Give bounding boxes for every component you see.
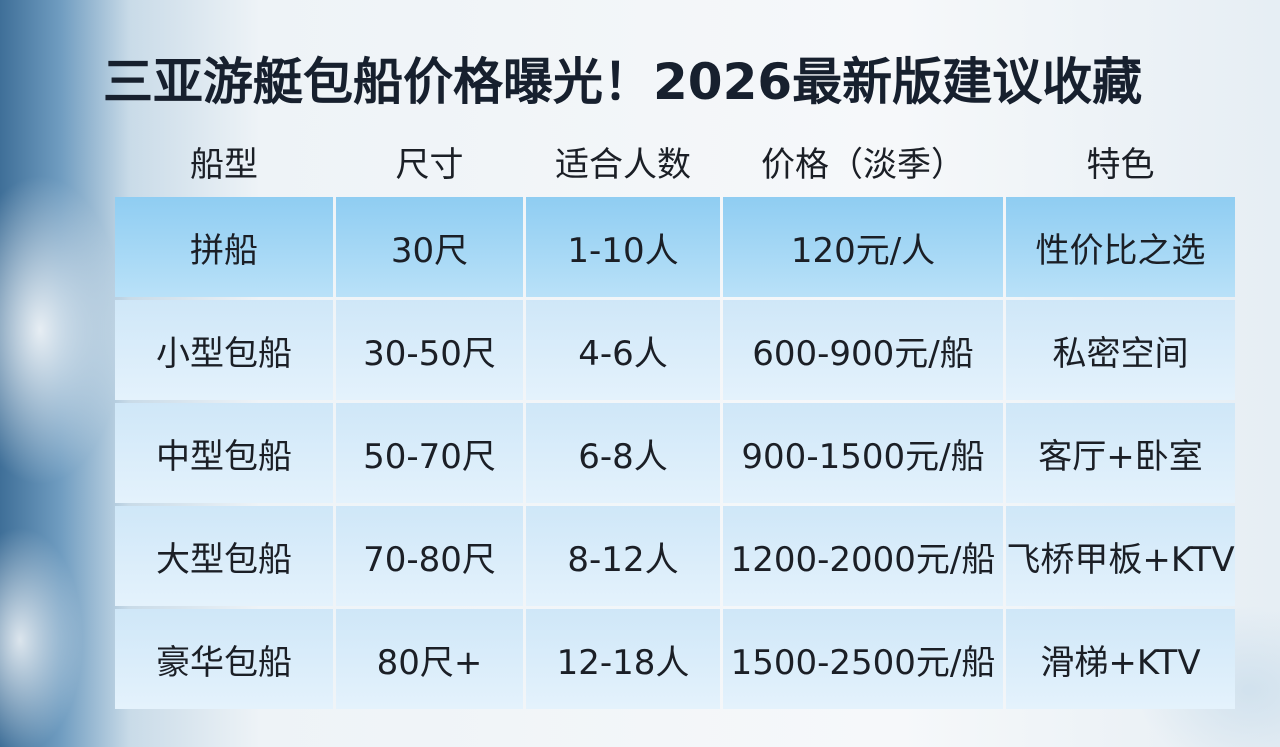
table-cell: 中型包船 (115, 403, 333, 503)
title: 三亚游艇包船价格曝光！2026最新版建议收藏 (103, 53, 1143, 111)
table-cell: 120元/人 (723, 197, 1003, 297)
table-row: 中型包船 50-70尺 6-8人 900-1500元/船 客厅+卧室 (115, 403, 1235, 503)
table-cell: 小型包船 (115, 300, 333, 400)
table-cell: 客厅+卧室 (1006, 403, 1235, 503)
table-cell: 大型包船 (115, 506, 333, 606)
table-cell: 滑梯+KTV (1006, 609, 1235, 709)
column-header: 尺寸 (395, 144, 464, 185)
table-cell: 50-70尺 (336, 403, 523, 503)
table-cell: 性价比之选 (1006, 197, 1235, 297)
table-cell: 30-50尺 (336, 300, 523, 400)
table-cell: 豪华包船 (115, 609, 333, 709)
table-row: 拼船 30尺 1-10人 120元/人 性价比之选 (115, 197, 1235, 297)
price-table: 船型 尺寸 适合人数 价格（淡季） 特色 拼船 30尺 1-10人 120元/人 性价比之选 小型… (112, 125, 1238, 712)
column-header: 价格（淡季） (761, 144, 965, 185)
table-cell: 70-80尺 (336, 506, 523, 606)
table-cell: 12-18人 (526, 609, 720, 709)
table-cell: 30尺 (336, 197, 523, 297)
table-cell: 80尺+ (336, 609, 523, 709)
table-row: 大型包船 70-80尺 8-12人 1200-2000元/船 飞桥甲板+KTV (115, 506, 1235, 606)
column-header: 特色 (1086, 144, 1155, 185)
table-cell: 飞桥甲板+KTV (1006, 506, 1235, 606)
table-cell: 1200-2000元/船 (723, 506, 1003, 606)
table-cell: 1-10人 (526, 197, 720, 297)
table-cell: 6-8人 (526, 403, 720, 503)
table-cell: 8-12人 (526, 506, 720, 606)
column-header: 船型 (190, 144, 258, 185)
header-row: 船型 尺寸 适合人数 价格（淡季） 特色 (115, 128, 1235, 194)
table-cell: 4-6人 (526, 300, 720, 400)
column-header: 适合人数 (555, 144, 691, 185)
table-cell: 拼船 (115, 197, 333, 297)
table-cell: 900-1500元/船 (723, 403, 1003, 503)
table-cell: 600-900元/船 (723, 300, 1003, 400)
table-cell: 1500-2500元/船 (723, 609, 1003, 709)
table-row: 豪华包船 80尺+ 12-18人 1500-2500元/船 滑梯+KTV (115, 609, 1235, 709)
table-body: 拼船 30尺 1-10人 120元/人 性价比之选 小型包船 30-50尺 4-6人 600-9… (115, 197, 1235, 709)
table-row: 小型包船 30-50尺 4-6人 600-900元/船 私密空间 (115, 300, 1235, 400)
table-cell: 私密空间 (1006, 300, 1235, 400)
